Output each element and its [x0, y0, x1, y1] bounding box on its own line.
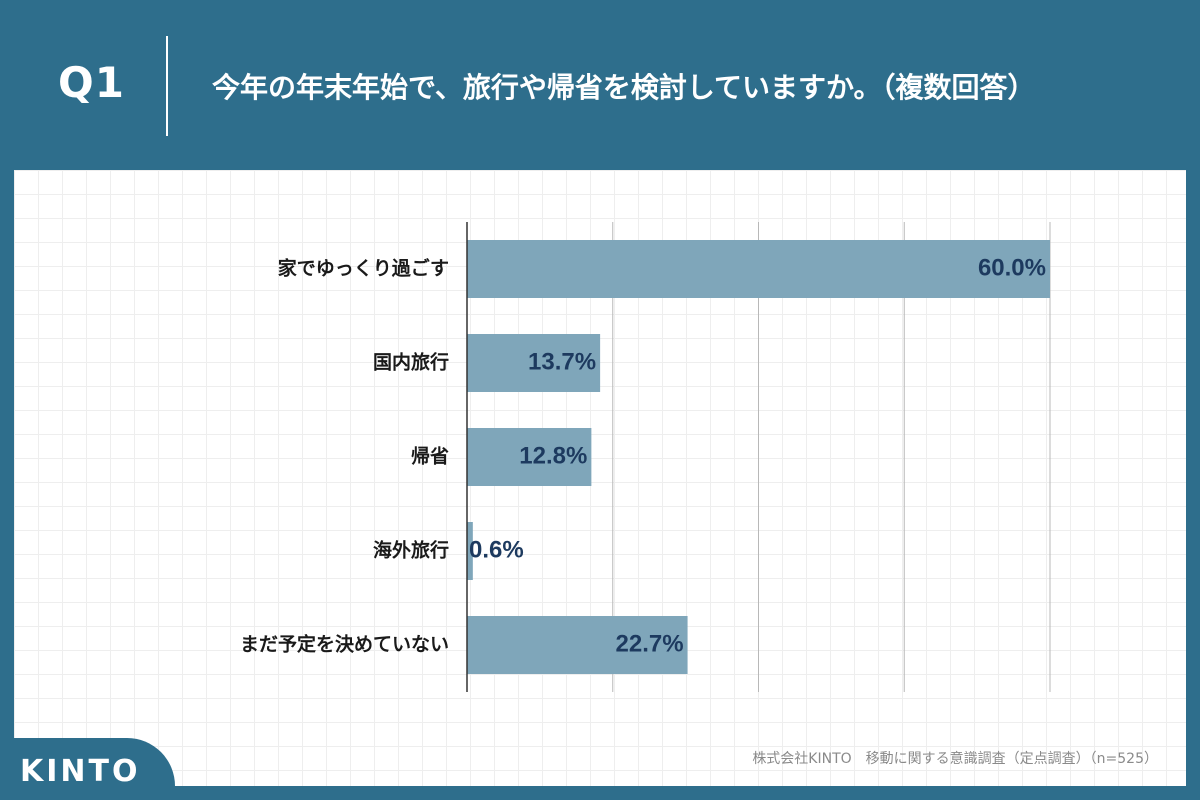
logo-tab	[0, 738, 175, 800]
header-divider	[166, 36, 168, 136]
data-label: 0.6%	[469, 536, 524, 563]
data-label: 60.0%	[978, 254, 1046, 281]
category-label: 家でゆっくり過ごす	[278, 257, 449, 280]
bar	[467, 522, 473, 580]
category-label: まだ予定を決めていない	[240, 633, 449, 656]
source-note: 株式会社KINTO 移動に関する意識調査（定点調査）（n=525）	[752, 751, 1158, 767]
data-label: 12.8%	[519, 442, 587, 469]
data-label: 13.7%	[528, 348, 596, 375]
question-number: Q1	[58, 58, 125, 107]
category-label: 海外旅行	[373, 539, 449, 562]
category-label: 帰省	[411, 446, 449, 468]
header: Q1 今年の年末年始で、旅行や帰省を検討していますか。（複数回答）	[0, 0, 1200, 170]
bar	[467, 616, 688, 674]
category-label: 国内旅行	[373, 351, 449, 374]
page-title: 今年の年末年始で、旅行や帰省を検討していますか。（複数回答）	[212, 71, 1036, 104]
bar	[467, 428, 592, 486]
kinto-logo: KINTO	[20, 754, 141, 789]
data-label: 22.7%	[616, 630, 684, 657]
bar	[467, 334, 601, 392]
bar	[467, 240, 1050, 298]
